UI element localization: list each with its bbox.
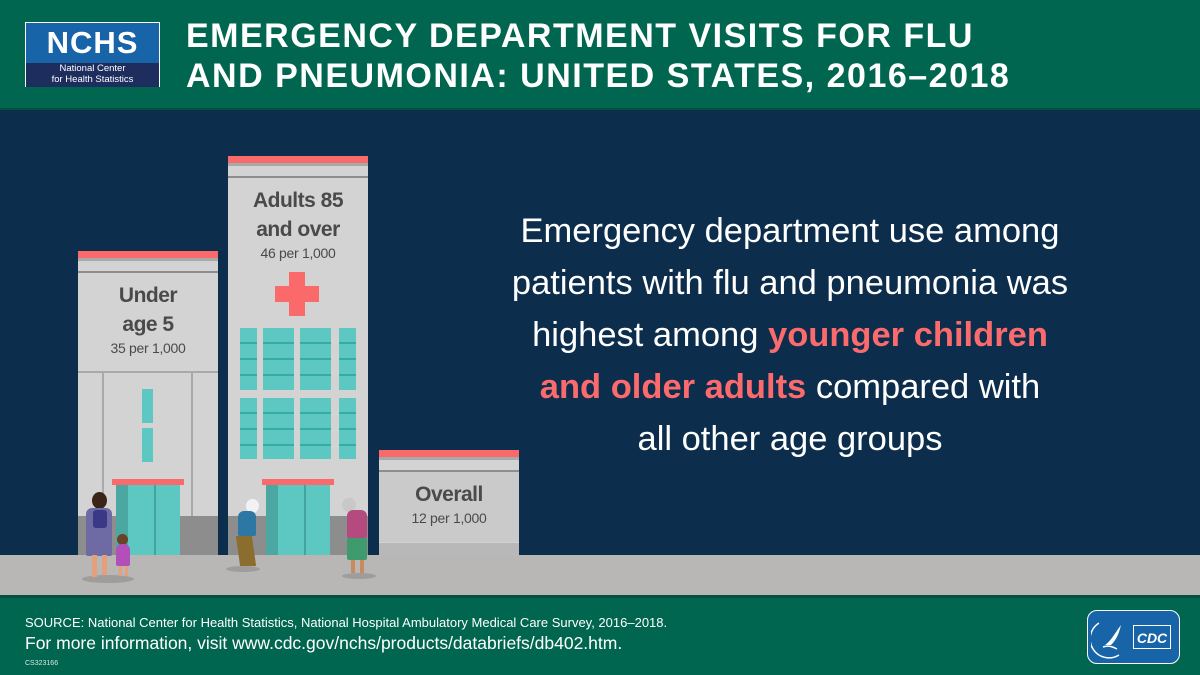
window — [339, 398, 356, 459]
window — [142, 428, 153, 462]
window — [240, 328, 257, 390]
rate-value: 35 per 1,000 — [110, 340, 186, 356]
building-base — [379, 543, 519, 555]
window — [339, 328, 356, 390]
window — [263, 328, 294, 390]
building-label: Adults 85 and over 46 per 1,000 — [228, 186, 368, 262]
window — [142, 389, 153, 423]
roof-trim — [228, 156, 368, 163]
window — [240, 398, 257, 459]
building-label: Under age 5 35 per 1,000 — [78, 281, 218, 357]
cdc-hhs-logo[interactable]: CDC — [1087, 610, 1180, 664]
hhs-eagle-icon — [1091, 622, 1121, 659]
nchs-full-name: National Center for Health Statistics — [26, 63, 159, 87]
facade-column — [102, 371, 104, 516]
footer: SOURCE: National Center for Health Stati… — [0, 595, 1200, 675]
window — [300, 398, 331, 459]
facade-panel — [379, 472, 519, 542]
rate-value: 12 per 1,000 — [411, 510, 487, 526]
building-label: Overall 12 per 1,000 — [379, 480, 519, 527]
facade-line — [78, 371, 218, 373]
roof-shadow — [379, 457, 519, 460]
building-overall: Overall 12 per 1,000 — [379, 450, 519, 555]
door-awning — [262, 479, 334, 485]
roof-shadow — [228, 163, 368, 166]
window — [300, 328, 331, 390]
roof-line — [228, 176, 368, 178]
more-info-link[interactable]: For more information, visit www.cdc.gov/… — [25, 633, 623, 653]
header-banner: NCHS National Center for Health Statisti… — [0, 0, 1200, 110]
facade-column — [191, 371, 193, 516]
key-finding-message: Emergency department use among patients … — [511, 212, 1069, 458]
entrance-door — [266, 485, 330, 555]
roof-trim — [379, 450, 519, 457]
roof-line — [78, 271, 218, 273]
publication-code: CS323166 — [25, 660, 59, 667]
roof-trim — [78, 251, 218, 258]
page-title: EMERGENCY DEPARTMENT VISITS FOR FLU AND … — [186, 17, 1011, 95]
building-adults-85-and-over: Adults 85 and over 46 per 1,000 — [228, 156, 368, 555]
sidewalk — [0, 555, 1200, 595]
nchs-acronym: NCHS — [26, 23, 159, 63]
cdc-wordmark: CDC — [1133, 625, 1171, 649]
roof-shadow — [78, 258, 218, 261]
source-citation: SOURCE: National Center for Health Stati… — [25, 615, 668, 630]
roof-line — [379, 470, 519, 472]
window — [263, 398, 294, 459]
highlight-younger-children: younger children — [768, 316, 1048, 354]
nchs-logo[interactable]: NCHS National Center for Health Statisti… — [25, 22, 160, 87]
door-awning — [112, 479, 184, 485]
rate-value: 46 per 1,000 — [260, 245, 336, 261]
highlight-older-adults: and older adults — [539, 368, 807, 406]
